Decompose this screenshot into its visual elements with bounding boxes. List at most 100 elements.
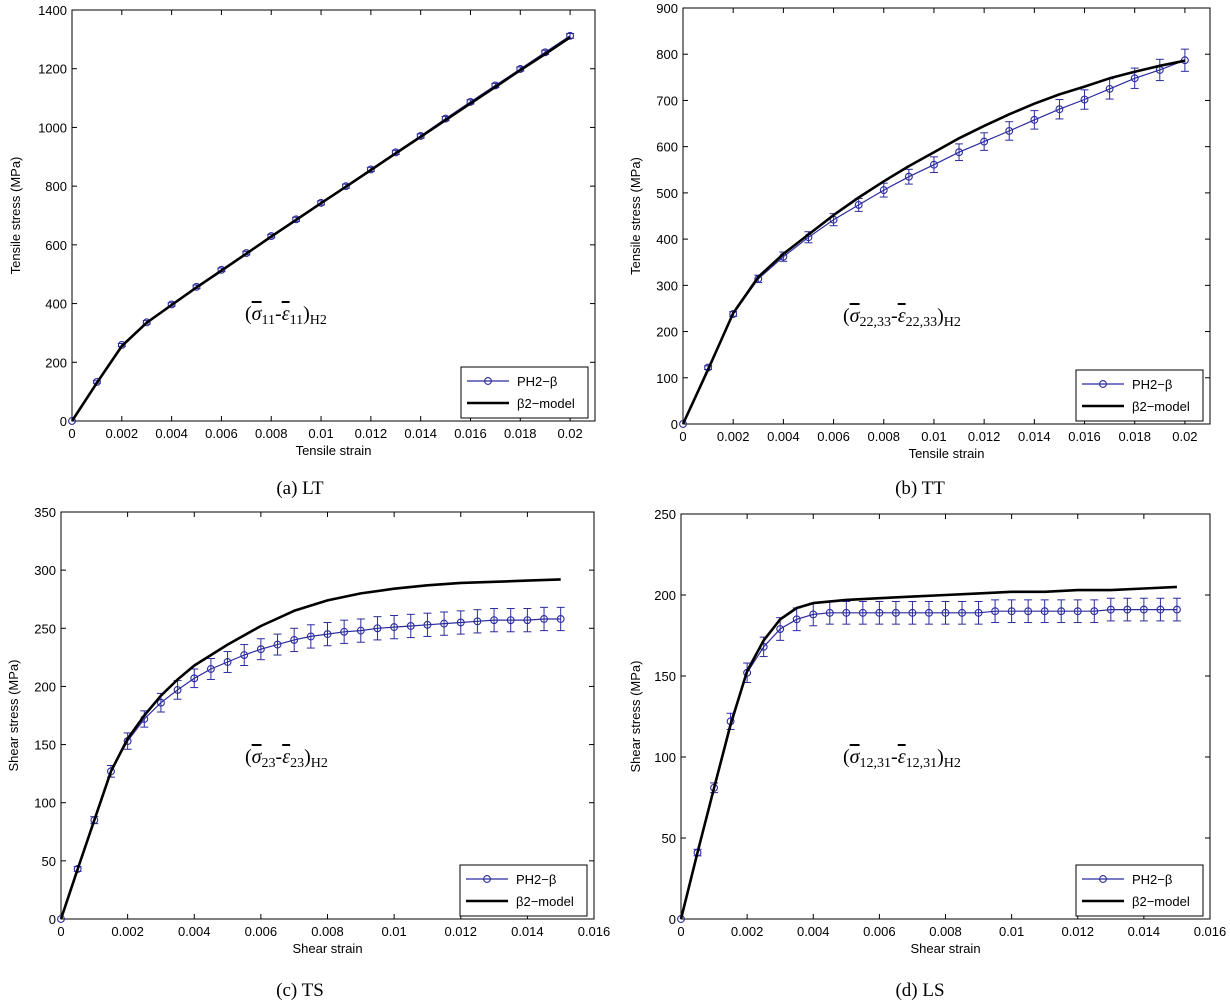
y-tick-label: 200 xyxy=(654,588,676,603)
data-point-ph2-beta xyxy=(1090,607,1099,616)
plot-area-frame xyxy=(680,513,1211,920)
data-point-ph2-beta xyxy=(974,608,983,617)
data-point-ph2-beta xyxy=(809,610,818,619)
data-point-ph2-beta xyxy=(955,148,963,157)
y-tick-label: 150 xyxy=(654,669,676,684)
legend-box xyxy=(1075,369,1204,422)
data-point-ph2-beta xyxy=(904,172,913,181)
x-tick-label: 0.008 xyxy=(929,924,962,939)
data-point-ph2-beta xyxy=(566,31,575,40)
data-point-ph2-beta xyxy=(373,624,382,633)
x-axis-label: Shear strain xyxy=(910,941,980,956)
x-axis-label: Tensile strain xyxy=(909,446,985,461)
data-point-ph2-beta xyxy=(1007,607,1016,616)
x-tick-label: 0.008 xyxy=(255,426,288,441)
legend-label-beta2-model: β2−model xyxy=(1132,894,1190,909)
legend-box xyxy=(460,366,589,419)
x-tick-label: 0 xyxy=(679,429,686,444)
y-tick-label: 0 xyxy=(60,414,67,429)
data-point-ph2-beta xyxy=(68,417,76,425)
y-tick-label: 0 xyxy=(671,417,678,432)
x-tick-label: 0.012 xyxy=(444,924,477,939)
data-point-ph2-beta xyxy=(356,626,365,635)
legend: PH2−β β2−model xyxy=(1075,864,1204,917)
legend-label-ph2-beta: PH2−β xyxy=(516,872,556,887)
stress-strain-annotation: (σ12,31-ε12,31)H2 xyxy=(843,746,961,771)
data-point-ph2-beta xyxy=(92,378,101,386)
x-tick-label: 0.004 xyxy=(767,429,800,444)
data-point-ph2-beta xyxy=(858,608,867,617)
data-point-ph2-beta xyxy=(875,608,884,617)
series-line-ph2-beta xyxy=(71,35,571,422)
data-point-ph2-beta xyxy=(958,608,966,617)
stress-strain-annotation: (σ23-ε23)H2 xyxy=(245,746,328,771)
x-tick-label: 0.004 xyxy=(178,924,211,939)
legend-label-beta2-model: β2−model xyxy=(517,396,575,411)
data-point-ph2-beta xyxy=(306,632,315,641)
data-point-ph2-beta xyxy=(423,620,432,629)
data-point-ph2-beta xyxy=(879,186,888,195)
x-tick-label: 0.002 xyxy=(717,429,750,444)
data-point-ph2-beta xyxy=(1139,605,1148,614)
stress-strain-annotation: (σ11-ε11)H2 xyxy=(245,303,327,328)
legend-box xyxy=(1075,864,1204,917)
data-point-ph2-beta xyxy=(390,623,399,632)
data-point-ph2-beta xyxy=(1105,84,1114,93)
legend-box xyxy=(459,864,588,917)
data-point-ph2-beta xyxy=(1123,605,1132,614)
x-tick-label: 0.016 xyxy=(1068,429,1101,444)
data-point-ph2-beta xyxy=(156,698,165,707)
y-tick-label: 300 xyxy=(34,563,56,578)
x-tick-label: 0.008 xyxy=(311,924,344,939)
y-tick-label: 1400 xyxy=(38,3,67,18)
y-tick-label: 100 xyxy=(34,796,56,811)
plot-area-frame xyxy=(682,7,1211,425)
legend-label-ph2-beta: PH2−β xyxy=(1132,872,1172,887)
y-tick-label: 50 xyxy=(662,831,676,846)
data-point-ph2-beta xyxy=(223,658,232,666)
x-tick-label: 0.01 xyxy=(381,924,406,939)
y-tick-label: 300 xyxy=(656,278,678,293)
panel-caption: (d) LS xyxy=(895,980,944,1001)
data-point-ph2-beta xyxy=(980,137,989,146)
data-point-ph2-beta xyxy=(192,282,201,291)
chart-panel-2: 0 0.002 0.004 0.006 0.008 0.01 0.012 0.014 0.016… xyxy=(628,1,1211,499)
data-point-ph2-beta xyxy=(366,165,375,174)
y-tick-label: 600 xyxy=(656,140,678,155)
data-point-ph2-beta xyxy=(540,615,548,623)
data-point-ph2-beta xyxy=(842,608,851,617)
x-tick-label: 0.018 xyxy=(1118,429,1151,444)
y-tick-label: 200 xyxy=(656,325,678,340)
data-point-ph2-beta xyxy=(825,608,834,617)
x-tick-label: 0.02 xyxy=(1172,429,1197,444)
data-point-ph2-beta xyxy=(406,622,415,630)
data-point-ph2-beta xyxy=(523,616,532,625)
x-tick-label: 0.016 xyxy=(454,426,487,441)
data-point-ph2-beta xyxy=(556,615,565,623)
data-point-ph2-beta xyxy=(1130,74,1139,83)
plot-area-frame xyxy=(60,511,595,920)
x-tick-label: 0.006 xyxy=(817,429,850,444)
y-tick-label: 400 xyxy=(656,232,678,247)
x-tick-label: 0 xyxy=(57,924,64,939)
data-point-ph2-beta xyxy=(456,618,465,627)
data-point-ph2-beta xyxy=(925,608,933,617)
stress-strain-annotation: (σ22,33-ε22,33)H2 xyxy=(843,305,961,330)
data-point-ph2-beta xyxy=(256,645,265,654)
x-tick-label: 0.01 xyxy=(921,429,946,444)
legend-label-beta2-model: β2−model xyxy=(516,894,574,909)
data-point-ph2-beta xyxy=(342,182,350,191)
x-tick-label: 0.014 xyxy=(1128,924,1161,939)
x-axis-label: Shear strain xyxy=(292,941,362,956)
y-tick-label: 0 xyxy=(669,912,676,927)
data-point-ph2-beta xyxy=(340,627,349,636)
data-point-ph2-beta xyxy=(206,665,215,673)
x-tick-label: 0.012 xyxy=(968,429,1001,444)
data-point-ph2-beta xyxy=(323,630,332,639)
x-tick-label: 0.016 xyxy=(578,924,611,939)
x-tick-label: 0.016 xyxy=(1194,924,1227,939)
data-point-ph2-beta xyxy=(729,310,738,318)
x-tick-label: 0.004 xyxy=(155,426,188,441)
x-tick-label: 0.02 xyxy=(557,426,582,441)
